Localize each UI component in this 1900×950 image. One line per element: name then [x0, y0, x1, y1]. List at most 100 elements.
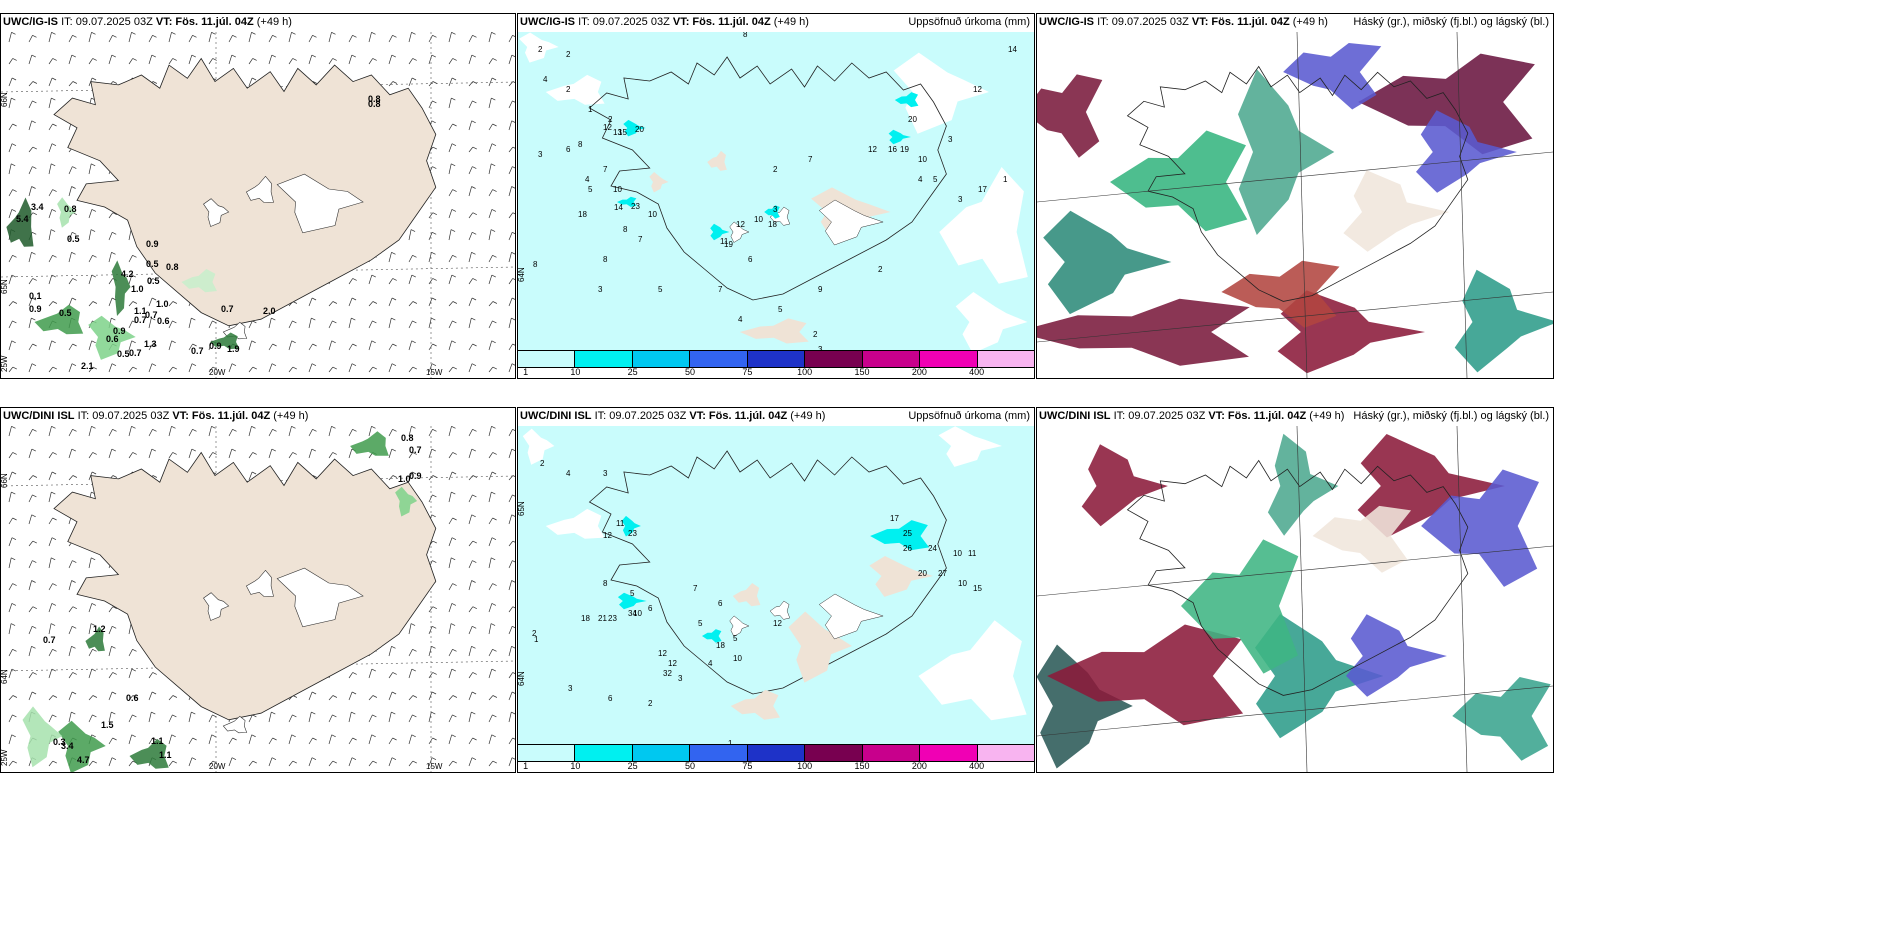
- wind-barb: [48, 603, 53, 613]
- wind-barb: [48, 471, 53, 481]
- wind-barb-flag: [452, 123, 457, 127]
- wind-barb-flag: [272, 428, 277, 432]
- wind-barb-flag: [431, 691, 437, 695]
- wind-barb-flag: [371, 274, 376, 278]
- lead-time: (+49 h): [790, 410, 826, 422]
- precip-value-label: 12: [736, 220, 745, 229]
- wind-barb: [508, 166, 513, 175]
- wind-barb: [288, 734, 293, 745]
- cloud-layer: [1416, 110, 1517, 193]
- init-time: IT: 09.07.2025 03Z: [61, 16, 153, 28]
- wind-precip-map[interactable]: 0.8 0.8 3.4 5.4 0.8 0.5 0.9 0.5 0.8 4.2 0.5 1.0 0.1 0…: [1, 32, 515, 378]
- precip-value-label: 27: [938, 569, 947, 578]
- cloud-layer: [1221, 260, 1340, 328]
- panel-bottom-middle: UWC/DINI ISL IT: 09.07.2025 03Z VT: Fös.…: [517, 407, 1035, 773]
- wind-barb: [368, 695, 374, 701]
- wind-barb: [48, 668, 53, 679]
- wind-barb-flag: [251, 471, 257, 475]
- wind-barb-flag: [471, 645, 476, 649]
- wind-barb-flag: [512, 625, 515, 629]
- wind-barb-flag: [191, 757, 197, 761]
- wind-barb-flag: [512, 606, 515, 609]
- wind-barb: [508, 448, 513, 459]
- precip-value-label: 7: [638, 235, 643, 244]
- wind-barb: [228, 363, 233, 373]
- wind-barb-flag: [31, 186, 36, 189]
- wind-barb-flag: [432, 737, 437, 741]
- wind-barb: [468, 672, 473, 679]
- wind-barb-flag: [472, 475, 478, 478]
- precip-value-label: 2: [608, 115, 613, 124]
- wind-barb-flag: [71, 580, 76, 583]
- wind-barb: [8, 255, 13, 263]
- wind-barb-flag: [11, 603, 17, 606]
- wind-barb: [448, 471, 453, 481]
- wind-barb-flag: [352, 737, 357, 741]
- map-frame: UWC/DINI ISL IT: 09.07.2025 03Z VT: Fös.…: [517, 407, 1035, 773]
- wind-barb: [488, 734, 493, 745]
- wind-barb: [408, 760, 414, 767]
- wind-barb-flag: [132, 320, 137, 324]
- precip-value-label: 5: [778, 305, 783, 314]
- wind-barb: [208, 452, 213, 459]
- glacier: [729, 221, 750, 243]
- precip-value-label: 3: [773, 205, 778, 214]
- wind-barb-flag: [152, 737, 157, 741]
- wind-barb: [508, 429, 513, 437]
- cloud-layer: [1238, 69, 1335, 235]
- precip-value-label: 23: [631, 202, 640, 211]
- wind-barb: [8, 426, 12, 437]
- wind-barb-flag: [491, 163, 496, 167]
- wind-barb: [448, 603, 453, 613]
- wind-barb: [48, 517, 53, 525]
- glacier: [769, 206, 791, 226]
- accumulated-precip-map[interactable]: 2 4 3 11 12 23 8 5 6 10 18 21 23 34 12 12 32 10 5 18 12 17 25 2…: [518, 426, 1034, 744]
- colorbar-swatch: [690, 745, 748, 761]
- wind-barb-flag: [411, 274, 416, 278]
- precip-value-label: 2: [566, 50, 571, 59]
- wind-barb: [488, 301, 494, 307]
- wind-barb-flag: [31, 645, 36, 649]
- panel-right-title: Uppsöfnuð úrkoma (mm): [908, 410, 1030, 422]
- wind-barb-flag: [11, 557, 16, 561]
- wind-barb-flag: [32, 146, 37, 150]
- wind-barb: [348, 35, 353, 43]
- accumulated-precip-map[interactable]: 2 2 4 2 1 2 12 13 15 20 8 6 3 7 4 10 5 8 20 16 19 12 7 2 18 14 23 1…: [518, 32, 1034, 350]
- precip-value-label: 20: [635, 125, 644, 134]
- wind-barb-flag: [472, 540, 477, 544]
- cloud-cover-map[interactable]: [1037, 426, 1553, 772]
- wind-barb-flag: [491, 471, 497, 475]
- precip-value-label: 3: [568, 684, 573, 693]
- wind-barb-flag: [11, 77, 17, 81]
- wind-barb-flag: [152, 81, 158, 84]
- wind-barb: [108, 232, 113, 241]
- glacier: [276, 567, 364, 628]
- wind-barb: [68, 252, 72, 263]
- wind-barb-flag: [92, 452, 97, 455]
- wind-barb: [408, 255, 413, 263]
- wind-barb-flag: [50, 229, 56, 232]
- wind-barb: [388, 757, 393, 767]
- wind-barb-flag: [12, 648, 17, 652]
- wind-barb: [88, 32, 92, 43]
- wind-barb-flag: [472, 737, 477, 741]
- wind-barb: [488, 340, 493, 351]
- wind-barb-flag: [51, 340, 56, 344]
- wind-barb: [408, 623, 412, 635]
- no-precip-area: [707, 150, 727, 171]
- wind-barb-flag: [431, 317, 436, 321]
- wind-barb: [48, 143, 53, 153]
- colorbar-tick-label: 100: [797, 367, 813, 377]
- precip-value-label: 8: [743, 32, 748, 39]
- wind-barb: [8, 189, 13, 197]
- wind-barb: [248, 734, 253, 745]
- wind-barb-flag: [351, 691, 357, 695]
- wind-barb-flag: [192, 428, 197, 432]
- lead-time: (+49 h): [1309, 410, 1345, 422]
- wind-precip-map[interactable]: 0.8 0.7 1.0 0.9 0.7 1.2 0.6 1.5 0.3 3.4 4.7 1.1 1.1 6…: [1, 426, 515, 772]
- cloud-cover-map[interactable]: [1037, 32, 1553, 378]
- wind-barb-flag: [92, 301, 98, 304]
- wind-barb: [208, 734, 213, 745]
- wind-barb-flag: [112, 212, 117, 216]
- wind-barb-flag: [72, 343, 77, 347]
